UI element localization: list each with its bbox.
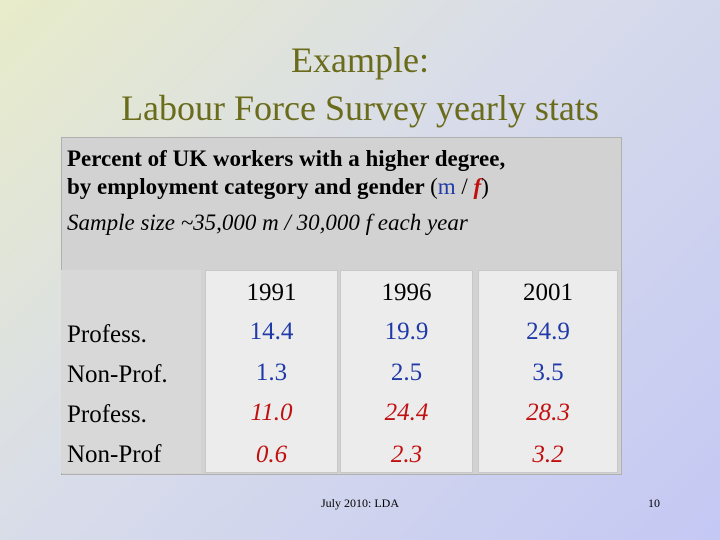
table-cell: 0.6 <box>255 441 288 468</box>
male-marker: m <box>437 174 456 199</box>
row-label: Profess. <box>67 321 147 348</box>
year-header: 1991 <box>246 279 297 306</box>
paren-close: ) <box>481 174 489 199</box>
slide-footer: July 2010: LDA <box>321 496 399 510</box>
desc-line-1: Percent of UK workers with a higher degr… <box>67 146 506 171</box>
table-cell: 3.2 <box>532 441 564 468</box>
table-cell: 14.4 <box>249 318 294 345</box>
year-column-1996: 1996 19.9 2.5 24.4 2.3 <box>340 270 473 473</box>
table-cell: 28.3 <box>526 399 570 426</box>
page-number: 10 <box>648 496 660 510</box>
table-cell: 2.5 <box>390 359 423 386</box>
table-cell: 24.9 <box>526 318 570 345</box>
table-cell: 3.5 <box>532 359 564 386</box>
title-line-1: Example: <box>291 40 429 80</box>
title-line-2: Labour Force Survey yearly stats <box>121 88 599 128</box>
row-label: Profess. <box>67 401 147 428</box>
table-cell: 19.9 <box>384 318 429 345</box>
table-description: Percent of UK workers with a higher degr… <box>67 145 619 237</box>
row-label: Non-Prof. <box>67 361 168 388</box>
sample-size-note: Sample size ~35,000 m / 30,000 f each ye… <box>67 210 468 235</box>
year-header: 2001 <box>523 279 573 306</box>
slide-title: Example: Labour Force Survey yearly stat… <box>0 36 720 132</box>
paren-open: ( <box>430 174 438 199</box>
desc-line-2-text: by employment category and gender <box>67 174 425 199</box>
gender-slash: / <box>461 174 468 199</box>
table-cell: 11.0 <box>250 399 293 426</box>
desc-line-2: by employment category and gender (m / f… <box>67 173 619 201</box>
row-label: Non-Prof <box>67 441 162 468</box>
year-header: 1996 <box>381 279 432 306</box>
female-marker: f <box>473 174 482 199</box>
table-cell: 1.3 <box>255 359 288 386</box>
year-column-2001: 2001 24.9 3.5 28.3 3.2 <box>478 270 618 473</box>
row-labels-column: Profess. Non-Prof. Profess. Non-Prof <box>61 270 201 473</box>
table-cell: 2.3 <box>390 441 423 468</box>
table-cell: 24.4 <box>384 399 429 426</box>
year-column-1991: 1991 14.4 1.3 11.0 0.6 <box>205 270 338 473</box>
